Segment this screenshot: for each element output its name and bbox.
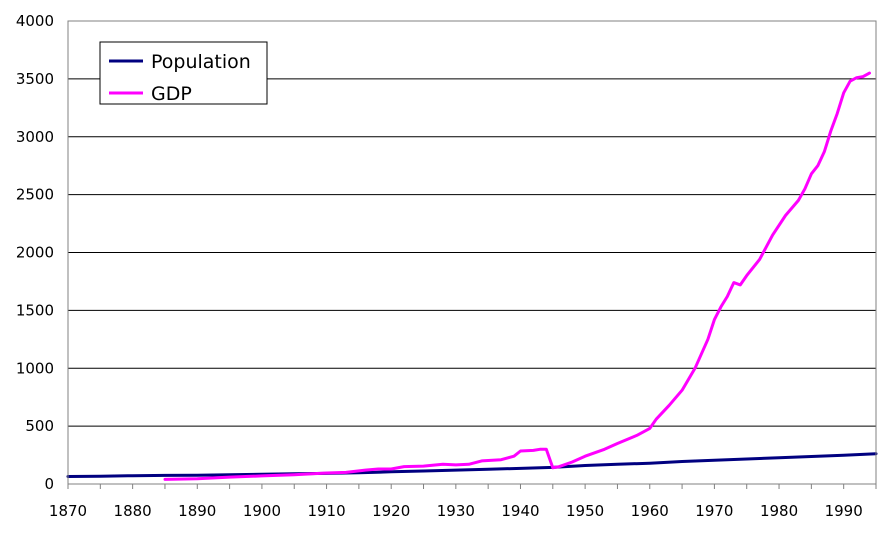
x-tick-label: 1900: [243, 502, 281, 520]
y-tick-label: 0: [44, 475, 54, 493]
x-tick-label: 1970: [695, 502, 733, 520]
x-tick-label: 1950: [566, 502, 604, 520]
y-tick-label: 4000: [16, 12, 54, 30]
legend-label-population: Population: [151, 51, 251, 73]
y-axis-tick-labels: 0 500 1000 1500 2000 2500 3000 3500 4000: [16, 12, 54, 493]
x-tick-label: 1980: [760, 502, 798, 520]
y-tick-label: 1000: [16, 359, 54, 377]
x-tick-label: 1910: [307, 502, 345, 520]
y-tick-label: 3000: [16, 128, 54, 146]
x-tick-label: 1870: [49, 502, 87, 520]
series-lines: [66, 71, 878, 481]
legend-box: [99, 41, 268, 105]
y-tick-label: 3500: [16, 70, 54, 88]
legend: Population GDP: [99, 41, 268, 105]
x-tick-label: 1990: [825, 502, 863, 520]
x-tick-label: 1880: [114, 502, 152, 520]
plot-area-border: [67, 20, 877, 485]
x-tick-label: 1930: [437, 502, 475, 520]
y-tick-label: 500: [25, 417, 54, 435]
series-line-gdp: [163, 71, 871, 481]
gridlines: [68, 78, 876, 427]
x-tick-label: 1920: [372, 502, 410, 520]
legend-label-gdp: GDP: [151, 83, 192, 105]
x-tick-label: 1940: [501, 502, 539, 520]
y-tick-label: 2000: [16, 244, 54, 262]
y-tick-label: 2500: [16, 186, 54, 204]
x-tick-label: 1890: [178, 502, 216, 520]
series-line-population: [66, 452, 878, 478]
x-tick-label: 1960: [631, 502, 669, 520]
x-axis-tick-labels: 1870 1880 1890 1900 1910 1920 1930 1940 1950 1960…: [49, 484, 877, 520]
y-tick-label: 1500: [16, 301, 54, 319]
